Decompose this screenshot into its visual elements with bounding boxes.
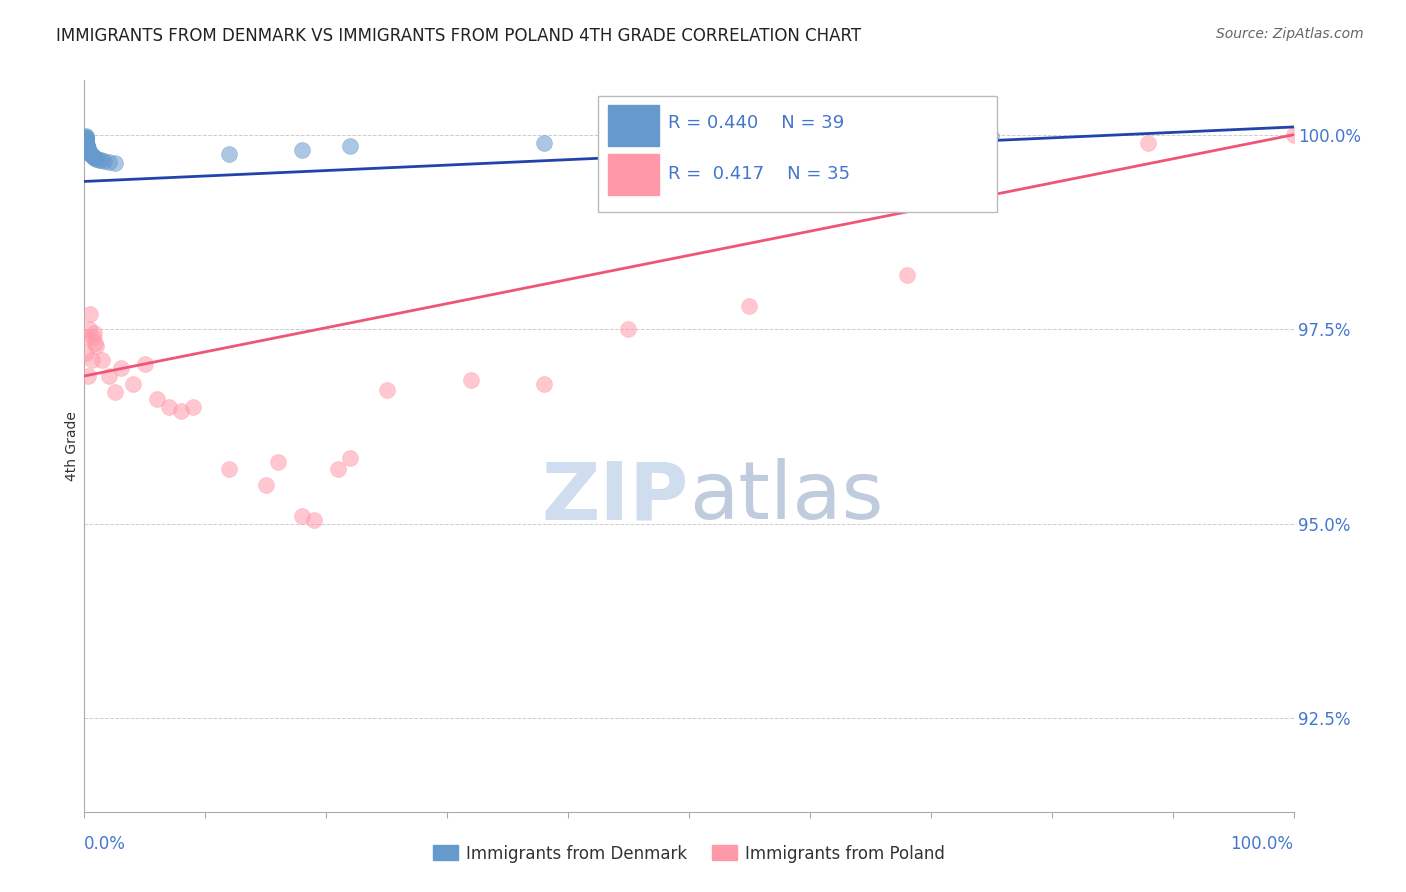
Point bbox=[617, 322, 640, 336]
Point bbox=[83, 326, 105, 341]
Text: ZIP: ZIP bbox=[541, 458, 689, 536]
Point bbox=[896, 268, 918, 282]
Point bbox=[77, 141, 100, 155]
Point bbox=[291, 509, 314, 524]
FancyBboxPatch shape bbox=[607, 154, 659, 195]
Point bbox=[75, 129, 97, 144]
Point bbox=[87, 153, 110, 167]
Point bbox=[218, 147, 240, 161]
Text: R =  0.417    N = 35: R = 0.417 N = 35 bbox=[668, 165, 851, 183]
Point bbox=[75, 137, 97, 152]
Point bbox=[75, 131, 97, 145]
Point bbox=[170, 404, 193, 418]
Text: R = 0.440    N = 39: R = 0.440 N = 39 bbox=[668, 113, 845, 132]
Point bbox=[339, 139, 361, 153]
Point bbox=[75, 133, 97, 147]
Text: atlas: atlas bbox=[689, 458, 883, 536]
Point bbox=[75, 130, 97, 145]
Point bbox=[1282, 128, 1305, 142]
Point bbox=[77, 368, 100, 383]
Point bbox=[375, 383, 398, 397]
Point bbox=[181, 400, 204, 414]
Point bbox=[97, 155, 120, 169]
Point bbox=[1137, 136, 1160, 150]
Point bbox=[920, 131, 942, 145]
Point bbox=[75, 136, 97, 150]
Point bbox=[533, 376, 555, 391]
Point bbox=[82, 149, 104, 163]
Point bbox=[75, 345, 97, 359]
Point bbox=[90, 153, 112, 168]
Legend: Immigrants from Denmark, Immigrants from Poland: Immigrants from Denmark, Immigrants from… bbox=[426, 838, 952, 869]
Point bbox=[83, 150, 105, 164]
Point bbox=[460, 373, 482, 387]
Point bbox=[104, 155, 127, 169]
Point bbox=[980, 129, 1002, 144]
Point bbox=[76, 137, 98, 152]
Point bbox=[254, 478, 277, 492]
Point bbox=[77, 144, 100, 158]
Point bbox=[75, 135, 97, 149]
FancyBboxPatch shape bbox=[599, 96, 997, 212]
Point bbox=[77, 142, 100, 156]
Point bbox=[121, 376, 143, 391]
Point bbox=[302, 513, 325, 527]
Point bbox=[291, 144, 314, 158]
Point bbox=[157, 400, 180, 414]
Point bbox=[77, 322, 100, 336]
Point bbox=[339, 450, 361, 465]
Point bbox=[79, 146, 101, 161]
Point bbox=[84, 336, 107, 351]
Point bbox=[110, 361, 132, 376]
Point bbox=[134, 357, 156, 371]
Text: Source: ZipAtlas.com: Source: ZipAtlas.com bbox=[1216, 27, 1364, 41]
Point bbox=[76, 330, 98, 344]
Point bbox=[79, 147, 101, 161]
Text: 100.0%: 100.0% bbox=[1230, 835, 1294, 853]
Point bbox=[77, 145, 100, 160]
Point bbox=[76, 138, 98, 153]
Point bbox=[859, 133, 882, 147]
Point bbox=[76, 140, 98, 154]
Point bbox=[77, 144, 100, 158]
FancyBboxPatch shape bbox=[607, 105, 659, 146]
Point bbox=[91, 353, 114, 368]
Point bbox=[218, 462, 240, 476]
Point bbox=[86, 339, 108, 353]
Point bbox=[79, 307, 101, 321]
Y-axis label: 4th Grade: 4th Grade bbox=[65, 411, 79, 481]
Point bbox=[146, 392, 169, 407]
Point bbox=[75, 132, 97, 146]
Point bbox=[84, 151, 107, 165]
Point bbox=[80, 148, 103, 162]
Point bbox=[75, 134, 97, 148]
Point bbox=[76, 139, 98, 153]
Point bbox=[738, 299, 761, 313]
Point bbox=[533, 136, 555, 150]
Text: 0.0%: 0.0% bbox=[84, 835, 127, 853]
Point bbox=[93, 154, 115, 169]
Point bbox=[80, 353, 103, 368]
Point bbox=[97, 368, 120, 383]
Point bbox=[75, 131, 97, 145]
Point bbox=[328, 462, 350, 476]
Point bbox=[77, 145, 100, 159]
Text: IMMIGRANTS FROM DENMARK VS IMMIGRANTS FROM POLAND 4TH GRADE CORRELATION CHART: IMMIGRANTS FROM DENMARK VS IMMIGRANTS FR… bbox=[56, 27, 862, 45]
Point bbox=[267, 454, 290, 468]
Point bbox=[86, 152, 108, 166]
Point bbox=[104, 384, 127, 399]
Point bbox=[82, 330, 104, 344]
